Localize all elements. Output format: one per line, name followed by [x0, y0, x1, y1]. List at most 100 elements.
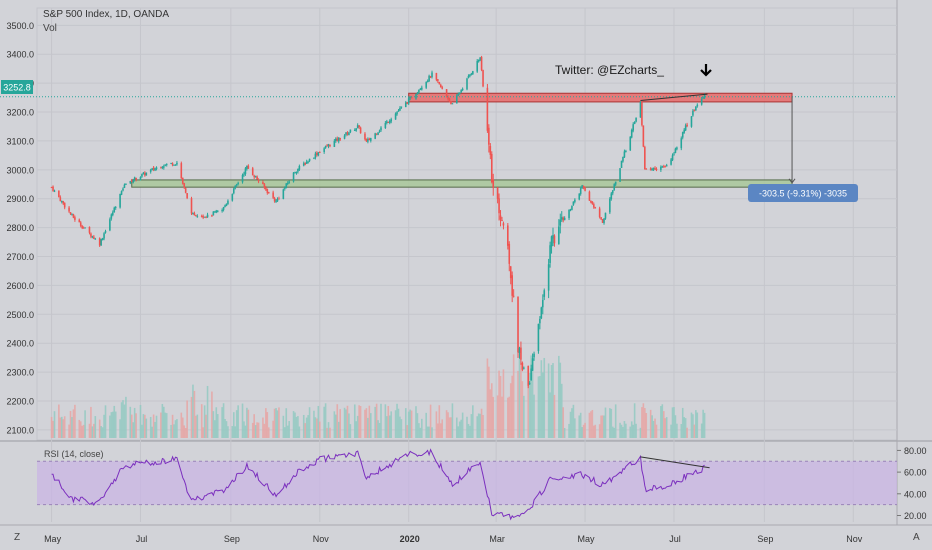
volume-bar: [235, 410, 238, 438]
volume-bar: [294, 412, 296, 438]
candle-body: [98, 238, 101, 246]
volume-bar: [619, 422, 621, 438]
candle-body: [184, 188, 187, 193]
volume-bar: [622, 426, 624, 438]
volume-bar: [702, 409, 704, 438]
volume-bar: [283, 427, 286, 438]
volume-bar: [633, 403, 636, 438]
volume-bar: [641, 407, 643, 438]
candle-body: [645, 168, 648, 170]
auto-scale-button[interactable]: A: [913, 532, 920, 543]
price-tick-label: 2900.0: [6, 194, 34, 204]
volume-bar: [410, 410, 413, 438]
volume-bar: [79, 421, 82, 438]
candle-body: [492, 179, 495, 188]
candle-body: [295, 171, 298, 173]
zoom-corner-label[interactable]: Z: [14, 532, 20, 543]
volume-bar: [680, 424, 683, 438]
candle-body: [364, 133, 366, 140]
candle-body: [479, 57, 481, 61]
volume-bar: [114, 411, 117, 438]
candle-body: [377, 132, 379, 135]
candle-body: [501, 219, 503, 222]
volume-bar: [630, 421, 633, 438]
volume-bar: [480, 408, 483, 438]
volume-bar: [498, 370, 500, 438]
candle-body: [329, 144, 331, 147]
candle-body: [100, 239, 102, 246]
candle-body: [234, 185, 237, 189]
candle-body: [418, 89, 420, 93]
volume-bar: [662, 411, 665, 438]
volume-bar: [256, 422, 258, 438]
volume-bar: [52, 420, 54, 438]
support-zone[interactable]: [131, 179, 793, 188]
resistance-zone[interactable]: [408, 92, 793, 103]
candle-body: [620, 160, 623, 168]
volume-bar: [275, 408, 277, 438]
volume-bar: [307, 415, 309, 438]
candle-body: [216, 210, 219, 212]
candle-body: [176, 162, 178, 165]
candle-body: [317, 152, 320, 156]
candle-body: [72, 214, 75, 218]
volume-bar: [348, 413, 350, 438]
candle-body: [598, 208, 601, 218]
volume-bar: [490, 383, 493, 438]
candle-body: [419, 88, 422, 90]
volume-bar: [119, 419, 121, 438]
candle-body: [283, 187, 286, 189]
volume-bar: [305, 417, 308, 438]
candle-body: [294, 172, 296, 174]
volume-bar: [508, 396, 511, 438]
candle-body: [569, 209, 572, 211]
volume-bar: [298, 426, 301, 438]
volume-bar: [390, 411, 393, 438]
volume-bar: [120, 402, 123, 438]
volume-bar: [571, 408, 573, 438]
volume-bar: [262, 417, 264, 438]
candle-body: [104, 231, 107, 233]
price-trend-line[interactable]: [640, 93, 708, 101]
candle-body: [203, 216, 206, 218]
candle-body: [164, 164, 167, 166]
candle-body: [62, 201, 65, 204]
candle-body: [82, 227, 85, 229]
candle-body: [339, 138, 341, 140]
candle-body: [292, 172, 295, 182]
volume-bar: [477, 413, 480, 438]
volume-bar: [378, 422, 381, 438]
candle-body: [378, 130, 381, 132]
candle-body: [257, 179, 260, 182]
volume-bar: [547, 363, 550, 438]
candle-body: [353, 129, 356, 131]
drawings-layer[interactable]: [0, 93, 897, 184]
volume-bar: [313, 410, 315, 438]
volume-bar: [160, 412, 162, 438]
candle-body: [652, 167, 655, 170]
candle-body: [579, 188, 582, 194]
volume-bar: [104, 405, 107, 438]
volume-bar: [603, 415, 605, 438]
rsi-label: RSI (14, close): [44, 449, 104, 459]
candle-body: [441, 87, 444, 89]
volume-bar: [365, 408, 368, 438]
rsi-divergence-line[interactable]: [640, 456, 710, 469]
volume-bar: [173, 424, 175, 438]
candle-body: [406, 102, 409, 104]
candle-body: [665, 165, 668, 167]
candle-body: [235, 184, 238, 186]
twitter-annotation[interactable]: Twitter: @EZcharts_: [555, 63, 664, 77]
candle-body: [367, 139, 369, 142]
candle-body: [508, 243, 511, 264]
volume-bar: [161, 403, 164, 438]
volume-bar: [591, 409, 594, 438]
volume-bar: [244, 425, 247, 438]
price-tick-label: 2200.0: [6, 396, 34, 406]
candle-body: [448, 98, 451, 102]
candle-body: [348, 132, 350, 136]
volume-bar: [329, 427, 331, 438]
candle-body: [171, 163, 174, 166]
candle-body: [588, 191, 591, 201]
